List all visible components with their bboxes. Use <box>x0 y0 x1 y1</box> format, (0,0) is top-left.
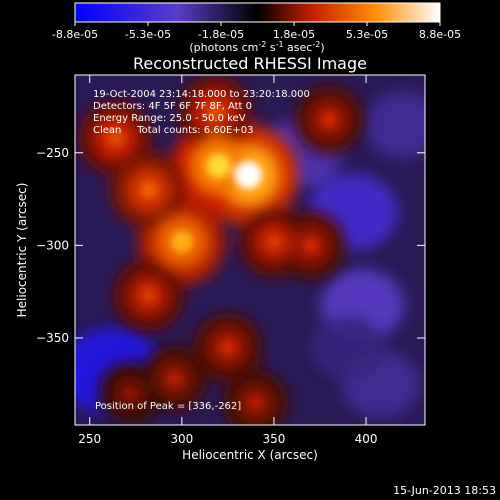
heatmap-source-core <box>248 395 263 410</box>
heatmap-source-core <box>234 161 263 189</box>
colorbar: -8.8e-05 -5.3e-05 -1.8e-05 1.8e-05 5.3e-05 8.… <box>52 2 461 54</box>
peak-position-label: Position of Peak = [336,-262] <box>95 401 241 412</box>
x-tick-label: 350 <box>262 432 285 446</box>
plot-frame <box>74 74 426 426</box>
heatmap-dim-blob <box>310 314 386 380</box>
heatmap-source-core <box>106 129 125 147</box>
footer-timestamp: 15-Jun-2013 18:53 <box>393 484 496 497</box>
annotation-block: 19-Oct-2004 23:14:18.000 to 23:20:18.000… <box>93 89 310 136</box>
y-axis-ticks: −250 −300 −350 <box>36 146 425 345</box>
x-tick-label: 300 <box>170 432 193 446</box>
annotation-energy-range: Energy Range: 25.0 - 50.0 keV <box>93 113 246 124</box>
y-axis-label: Heliocentric Y (arcsec) <box>15 183 29 318</box>
y-tick-label: −250 <box>36 146 69 160</box>
colorbar-tick-label: 8.8e-05 <box>419 28 461 41</box>
colorbar-unit-label: (photons cm-2 s-1 asec-2) <box>189 40 324 54</box>
heatmap-source-core <box>321 112 337 127</box>
heatmap-source-core <box>265 233 282 250</box>
colorbar-tick-label: -1.8e-05 <box>198 28 244 41</box>
heatmap-image <box>75 75 425 425</box>
x-axis-label: Heliocentric X (arcsec) <box>182 448 318 462</box>
annotation-total-counts: Clean Total counts: 6.60E+03 <box>93 125 253 136</box>
heatmap-dim-blob <box>363 91 425 159</box>
x-tick-label: 400 <box>355 432 378 446</box>
colorbar-tick-label: -5.3e-05 <box>125 28 171 41</box>
heatmap-source-core <box>206 153 232 179</box>
heatmap-source-core <box>139 180 158 199</box>
x-tick-label: 250 <box>78 432 101 446</box>
heatmap-source-core <box>303 237 319 253</box>
heatmap-core-layer <box>106 103 337 410</box>
colorbar-gradient <box>74 2 441 23</box>
heatmap-source-core <box>140 287 157 304</box>
y-tick-label: −300 <box>36 238 69 252</box>
heatmap-source-core <box>220 339 236 355</box>
heatmap-source-core <box>167 371 182 386</box>
heatmap-source-core <box>170 230 194 254</box>
colorbar-tick-label: 1.8e-05 <box>273 28 315 41</box>
heatmap-source-core <box>123 387 137 400</box>
y-tick-label: −350 <box>36 331 69 345</box>
chart-title: Reconstructed RHESSI Image <box>133 54 367 73</box>
heatmap-source-core <box>206 103 224 121</box>
colorbar-tick-label: -8.8e-05 <box>52 28 98 41</box>
annotation-detectors: Detectors: 4F 5F 6F 7F 8F, Att 0 <box>93 101 252 112</box>
x-axis-ticks: 250 300 350 400 <box>78 75 378 446</box>
colorbar-tick-label: 5.3e-05 <box>346 28 388 41</box>
colorbar-ticks: -8.8e-05 -5.3e-05 -1.8e-05 1.8e-05 5.3e-05 8.… <box>52 22 461 41</box>
annotation-time-range: 19-Oct-2004 23:14:18.000 to 23:20:18.000 <box>93 89 310 100</box>
